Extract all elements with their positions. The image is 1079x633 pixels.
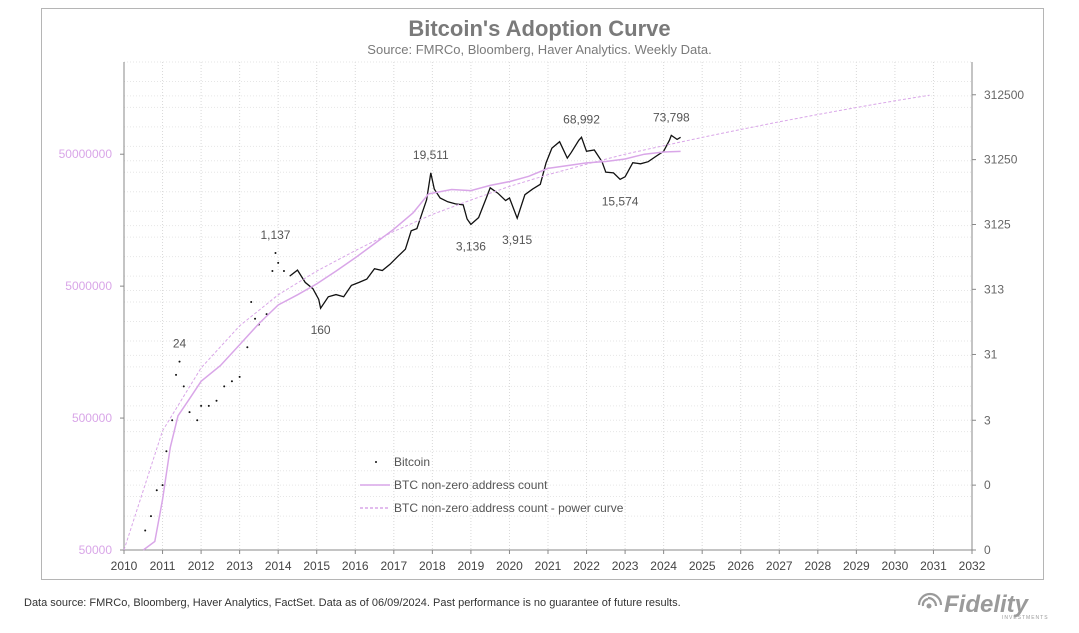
x-tick-label: 2012 xyxy=(188,559,215,573)
x-tick-label: 2020 xyxy=(496,559,523,573)
x-tick-label: 2010 xyxy=(111,559,138,573)
x-tick-label: 2023 xyxy=(612,559,639,573)
x-tick-label: 2031 xyxy=(920,559,947,573)
bitcoin-price-point xyxy=(271,269,274,272)
x-tick-label: 2025 xyxy=(689,559,716,573)
x-tick-label: 2011 xyxy=(150,559,176,573)
bitcoin-price-point xyxy=(161,484,164,487)
left-tick-label: 50000000 xyxy=(59,147,113,161)
right-tick-label: 0 xyxy=(984,543,991,557)
peak-annotation: 24 xyxy=(173,337,187,351)
bitcoin-price-point xyxy=(171,419,174,422)
left-tick-label: 500000 xyxy=(72,411,112,425)
bitcoin-price-point xyxy=(250,300,253,303)
bitcoin-price-point xyxy=(265,313,268,316)
bitcoin-price-point xyxy=(223,385,226,388)
peak-annotation: 160 xyxy=(311,323,331,337)
bitcoin-price-point xyxy=(254,317,257,320)
annotation-layer: 24 1,137 160 19,511 3,136 3,915 68,992 15,574 73… xyxy=(173,110,690,350)
chart-svg: 2010 2011 2012 2013 2014 2015 2016 2017 2018 2019… xyxy=(59,61,1024,573)
right-tick-label: 3 xyxy=(984,413,991,427)
bitcoin-price-point xyxy=(178,360,181,363)
bitcoin-price-point xyxy=(277,261,280,264)
series-layer xyxy=(123,94,930,551)
bitcoin-price-line xyxy=(289,134,681,310)
right-tick-label: 31250 xyxy=(984,153,1018,167)
bitcoin-price-point xyxy=(282,269,285,272)
x-tick-label: 2014 xyxy=(265,559,292,573)
peak-annotation: 3,136 xyxy=(456,239,486,253)
bitcoin-price-point xyxy=(215,399,218,402)
left-axis-ticks: 50000 500000 5000000 50000000 xyxy=(59,147,124,557)
x-tick-label: 2021 xyxy=(535,559,562,573)
bitcoin-price-point xyxy=(238,375,241,378)
bitcoin-price-point xyxy=(144,529,147,532)
right-tick-label: 313 xyxy=(984,282,1004,296)
series-0 xyxy=(144,134,681,532)
bitcoin-price-point xyxy=(246,346,249,349)
x-tick-label: 2030 xyxy=(882,559,909,573)
left-tick-label: 5000000 xyxy=(65,279,112,293)
x-tick-label: 2026 xyxy=(727,559,754,573)
x-tick-label: 2018 xyxy=(419,559,446,573)
right-tick-label: 312500 xyxy=(984,88,1024,102)
right-tick-label: 3125 xyxy=(984,218,1011,232)
bitcoin-price-point xyxy=(165,450,168,453)
x-tick-label: 2032 xyxy=(959,559,986,573)
right-tick-label: 0 xyxy=(984,478,991,492)
footnote: Data source: FMRCo, Bloomberg, Haver Ana… xyxy=(24,597,681,609)
bitcoin-price-point xyxy=(155,489,158,492)
bitcoin-price-point xyxy=(188,411,191,414)
chart-title: Bitcoin's Adoption Curve xyxy=(408,16,671,41)
x-tick-label: 2017 xyxy=(380,559,407,573)
logo-tagline: INVESTMENTS xyxy=(1002,615,1049,621)
peak-annotation: 73,798 xyxy=(653,110,690,124)
x-tick-label: 2019 xyxy=(458,559,485,573)
right-axis-ticks: 0 0 3 31 313 3125 31250 312500 xyxy=(972,88,1024,557)
bitcoin-price-point xyxy=(182,385,185,388)
left-tick-label: 50000 xyxy=(79,543,113,557)
peak-annotation: 19,511 xyxy=(413,148,449,162)
bitcoin-price-point xyxy=(274,251,277,254)
peak-annotation: 3,915 xyxy=(502,233,532,247)
sunburst-icon xyxy=(917,592,943,609)
bitcoin-price-point xyxy=(149,515,152,518)
legend: Bitcoin BTC non-zero address count BTC non… xyxy=(360,455,624,515)
legend-label: BTC non-zero address count xyxy=(394,478,548,492)
x-tick-label: 2015 xyxy=(303,559,330,573)
logo-text: Fidelity xyxy=(944,591,1029,618)
x-axis-ticks: 2010 2011 2012 2013 2014 2015 2016 2017 2018 2019… xyxy=(111,550,986,573)
bitcoin-price-point xyxy=(230,380,233,383)
right-tick-label: 31 xyxy=(984,347,998,361)
chart-subtitle: Source: FMRCo, Bloomberg, Haver Analytic… xyxy=(367,42,712,57)
legend-label: Bitcoin xyxy=(394,455,430,469)
x-tick-label: 2013 xyxy=(226,559,253,573)
bitcoin-price-point xyxy=(207,404,210,407)
x-tick-label: 2028 xyxy=(804,559,831,573)
peak-annotation: 15,574 xyxy=(602,194,639,208)
bitcoin-price-point xyxy=(175,373,178,376)
x-tick-label: 2029 xyxy=(843,559,870,573)
x-tick-label: 2022 xyxy=(573,559,600,573)
grid-lines xyxy=(123,61,973,550)
power-curve-line xyxy=(123,94,930,551)
bitcoin-price-point xyxy=(196,419,199,422)
x-tick-label: 2016 xyxy=(342,559,369,573)
peak-annotation: 1,137 xyxy=(260,228,290,242)
legend-label: BTC non-zero address count - power curve xyxy=(394,501,624,515)
legend-swatch xyxy=(375,461,377,463)
bitcoin-price-point xyxy=(200,404,203,407)
fidelity-logo: Fidelity INVESTMENTS xyxy=(914,591,1064,621)
x-tick-label: 2027 xyxy=(766,559,793,573)
series-2 xyxy=(123,94,930,551)
peak-annotation: 68,992 xyxy=(563,112,600,126)
x-tick-label: 2024 xyxy=(650,559,677,573)
